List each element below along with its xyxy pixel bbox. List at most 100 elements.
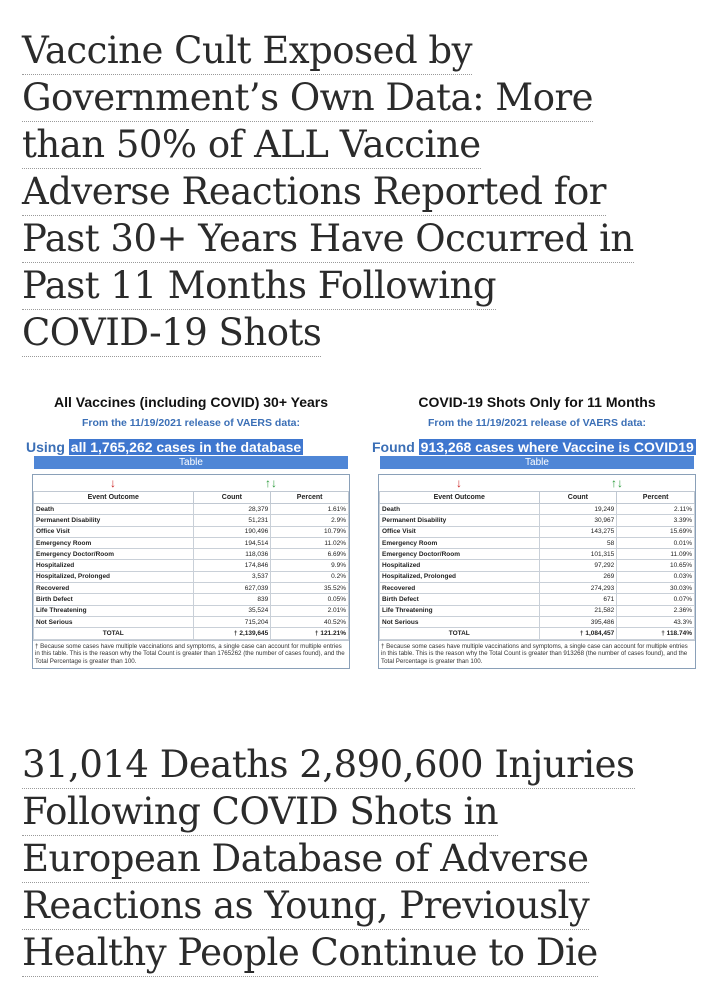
headline-line: than 50% of ALL Vaccine bbox=[22, 122, 481, 169]
cases-found-prefix: Found bbox=[372, 439, 415, 455]
table-footnote: † Because some cases have multiple vacci… bbox=[379, 639, 695, 669]
total-row: TOTAL † 1,084,457 † 118.74% bbox=[379, 627, 695, 640]
count-cell: 174,846 bbox=[192, 559, 272, 572]
table-row: Life Threatening 35,524 2.01% bbox=[33, 604, 349, 617]
percent-cell: 6.69% bbox=[270, 548, 349, 561]
headline-line: Government’s Own Data: More bbox=[22, 75, 594, 122]
event-outcome-cell: Office Visit bbox=[33, 525, 194, 538]
sort-down-arrow-icon: ↓ bbox=[110, 476, 116, 490]
headline-link-top[interactable]: Vaccine Cult Exposed by Government’s Own… bbox=[22, 28, 702, 357]
panel-title: All Vaccines (including COVID) 30+ Years bbox=[53, 394, 329, 410]
event-outcome-cell: Death bbox=[379, 502, 540, 516]
results-table-box: ↓ ↑↓ Event Outcome Count Percent Death 19,249 2… bbox=[378, 474, 696, 670]
column-header: Percent bbox=[270, 491, 349, 504]
headline-line: 31,014 Deaths 2,890,600 Injuries bbox=[22, 742, 635, 789]
percent-cell: 11.02% bbox=[270, 536, 349, 550]
count-cell: 97,292 bbox=[538, 559, 618, 572]
count-cell: 274,293 bbox=[538, 582, 618, 595]
percent-cell: 1.61% bbox=[270, 502, 349, 516]
count-cell: 627,039 bbox=[192, 582, 272, 595]
table-row: Permanent Disability 51,231 2.9% bbox=[33, 514, 349, 527]
count-cell: 101,315 bbox=[538, 548, 618, 561]
table-row: Office Visit 143,275 15.69% bbox=[379, 525, 695, 538]
percent-cell: 0.03% bbox=[616, 570, 695, 584]
percent-cell: 0.05% bbox=[270, 593, 349, 606]
column-header: Event Outcome bbox=[379, 491, 540, 504]
total-label-cell: TOTAL bbox=[33, 627, 194, 640]
headline-line: Healthy People Continue to Die bbox=[22, 930, 598, 977]
event-outcome-cell: Life Threatening bbox=[33, 604, 194, 617]
event-outcome-cell: Not Serious bbox=[379, 615, 540, 629]
table-row: Emergency Doctor/Room 118,036 6.69% bbox=[33, 548, 349, 561]
table-row: Hospitalized 97,292 10.65% bbox=[379, 559, 695, 572]
table-row: Death 19,249 2.11% bbox=[379, 502, 695, 516]
table-row: Not Serious 395,486 43.3% bbox=[379, 615, 695, 629]
column-header: Percent bbox=[616, 491, 695, 504]
count-cell: 58 bbox=[538, 536, 618, 550]
percent-cell: 10.79% bbox=[270, 525, 349, 538]
headline-line: Past 30+ Years Have Occurred in bbox=[22, 216, 634, 263]
event-outcome-cell: Hospitalized, Prolonged bbox=[33, 570, 194, 584]
sort-updown-arrows-icon: ↑↓ bbox=[611, 476, 623, 490]
count-cell: 35,524 bbox=[192, 604, 272, 617]
percent-cell: 0.01% bbox=[616, 536, 695, 550]
sort-arrows-row: ↓ ↑↓ bbox=[33, 475, 349, 491]
total-count-cell: † 1,084,457 bbox=[538, 627, 618, 640]
percent-cell: 2.11% bbox=[616, 502, 695, 516]
table-row: Hospitalized, Prolonged 269 0.03% bbox=[379, 570, 695, 584]
column-header: Event Outcome bbox=[33, 491, 194, 504]
count-cell: 3,537 bbox=[192, 570, 272, 584]
total-count-cell: † 2,139,645 bbox=[192, 627, 272, 640]
headline-line: Adverse Reactions Reported for bbox=[22, 169, 606, 216]
release-note: From the 11/19/2021 release of VAERS dat… bbox=[427, 417, 647, 429]
count-cell: 118,036 bbox=[192, 548, 272, 561]
headline-line: Past 11 Months Following bbox=[22, 263, 497, 310]
headline-line: European Database of Adverse bbox=[22, 836, 589, 883]
event-outcome-cell: Emergency Doctor/Room bbox=[379, 548, 540, 561]
headline-link-bottom[interactable]: 31,014 Deaths 2,890,600 Injuries Followi… bbox=[22, 742, 702, 977]
count-cell: 839 bbox=[192, 593, 272, 606]
count-cell: 143,275 bbox=[538, 525, 618, 538]
event-outcome-cell: Permanent Disability bbox=[33, 514, 194, 527]
count-cell: 21,582 bbox=[538, 604, 618, 617]
event-outcome-cell: Birth Defect bbox=[379, 593, 540, 606]
table-row: Life Threatening 21,582 2.36% bbox=[379, 604, 695, 617]
table-row: Emergency Doctor/Room 101,315 11.09% bbox=[379, 548, 695, 561]
table-row: Death 28,379 1.61% bbox=[33, 502, 349, 516]
cases-found-prefix: Using bbox=[26, 439, 65, 455]
percent-cell: 40.52% bbox=[270, 615, 349, 629]
count-cell: 194,514 bbox=[192, 536, 272, 550]
table-row: Not Serious 715,204 40.52% bbox=[33, 615, 349, 629]
event-outcome-cell: Hospitalized bbox=[379, 559, 540, 572]
count-cell: 190,496 bbox=[192, 525, 272, 538]
event-outcome-cell: Death bbox=[33, 502, 194, 516]
panel-covid-shots: COVID-19 Shots Only for 11 Months From th… bbox=[372, 392, 702, 670]
event-outcome-cell: Office Visit bbox=[379, 525, 540, 538]
sort-updown-arrows-icon: ↑↓ bbox=[265, 476, 277, 490]
total-label-cell: TOTAL bbox=[379, 627, 540, 640]
cases-found-highlight: 913,268 cases where Vaccine is COVID19 bbox=[418, 439, 696, 455]
percent-cell: 35.52% bbox=[270, 582, 349, 595]
table-row: Permanent Disability 30,967 3.39% bbox=[379, 514, 695, 527]
count-cell: 715,204 bbox=[192, 615, 272, 629]
percent-cell: 3.39% bbox=[616, 514, 695, 527]
headline-line: Reactions as Young, Previously bbox=[22, 883, 590, 930]
release-note: From the 11/19/2021 release of VAERS dat… bbox=[81, 417, 301, 429]
table-header-row: Event Outcome Count Percent bbox=[379, 491, 695, 504]
event-outcome-cell: Birth Defect bbox=[33, 593, 194, 606]
results-table: Event Outcome Count Percent Death 19,249 2.11… bbox=[379, 491, 695, 640]
percent-cell: 2.9% bbox=[270, 514, 349, 527]
panel-all-vaccines: All Vaccines (including COVID) 30+ Years… bbox=[26, 392, 356, 670]
percent-cell: 10.65% bbox=[616, 559, 695, 572]
total-row: TOTAL † 2,139,645 † 121.21% bbox=[33, 627, 349, 640]
percent-cell: 0.2% bbox=[270, 570, 349, 584]
percent-cell: 0.07% bbox=[616, 593, 695, 606]
panel-title: COVID-19 Shots Only for 11 Months bbox=[418, 394, 656, 410]
table-row: Recovered 274,293 30.03% bbox=[379, 582, 695, 595]
count-cell: 395,486 bbox=[538, 615, 618, 629]
percent-cell: 11.09% bbox=[616, 548, 695, 561]
cases-found-highlight: all 1,765,262 cases in the database bbox=[68, 439, 304, 455]
column-header: Count bbox=[192, 491, 272, 504]
headline-line: Following COVID Shots in bbox=[22, 789, 499, 836]
table-row: Emergency Room 194,514 11.02% bbox=[33, 536, 349, 550]
